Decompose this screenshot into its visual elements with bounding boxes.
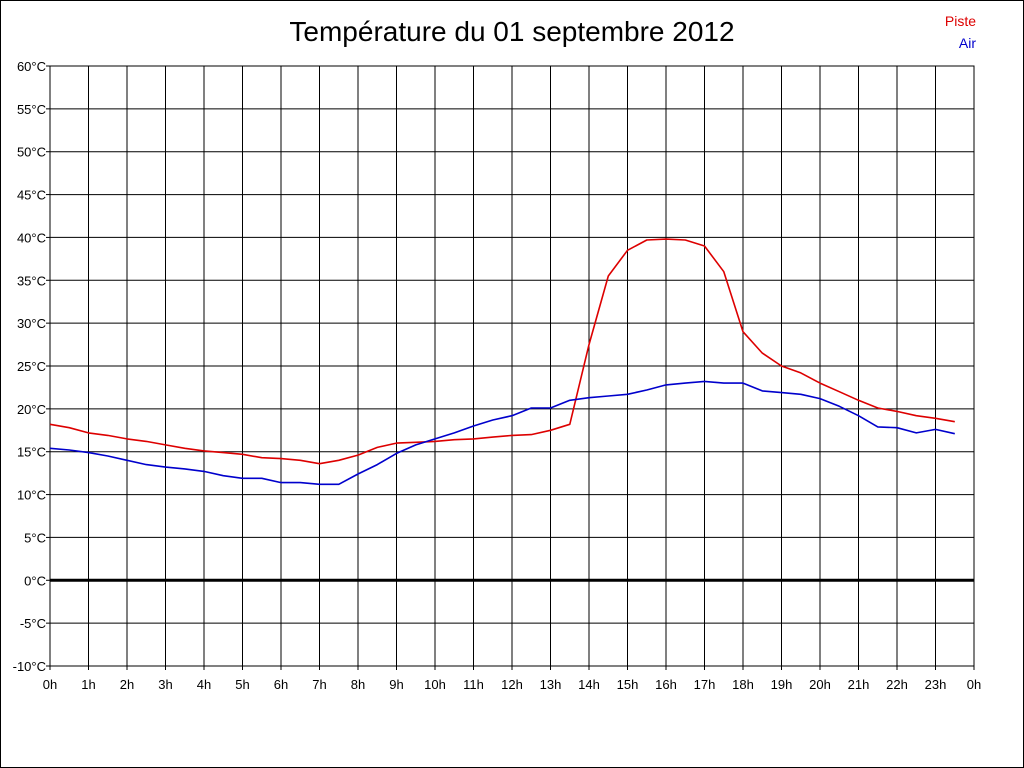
x-tick-label: 22h [886, 677, 908, 692]
x-tick-label: 0h [967, 677, 981, 692]
y-tick-label: 35°C [17, 273, 46, 288]
x-tick-label: 6h [274, 677, 288, 692]
y-axis-ticks: -10°C -5°C 0°C 5°C 10°C 15°C 20°C 25°C 30°C 35°C 4… [13, 59, 50, 674]
legend-piste: Piste [944, 13, 976, 29]
x-tick-label: 8h [351, 677, 365, 692]
x-tick-label: 19h [771, 677, 793, 692]
series-lines [49, 238, 955, 486]
series-line-air [49, 380, 955, 486]
y-tick-label: -10°C [13, 659, 46, 674]
x-tick-label: 16h [655, 677, 677, 692]
x-axis-ticks: 0h 1h 2h 3h 4h 5h 6h 7h 8h 9h 10h 11h 12h 13h 14h 15h 16… [43, 666, 981, 692]
grid-lines [49, 65, 975, 667]
x-tick-label: 20h [809, 677, 831, 692]
legend-air: Air [958, 35, 976, 51]
y-tick-label: -5°C [20, 616, 46, 631]
x-tick-label: 18h [732, 677, 754, 692]
y-tick-label: 5°C [24, 530, 46, 545]
y-tick-label: 55°C [17, 102, 46, 117]
x-tick-label: 11h [463, 677, 484, 692]
x-tick-label: 3h [158, 677, 172, 692]
x-tick-label: 9h [389, 677, 403, 692]
x-tick-label: 12h [501, 677, 523, 692]
x-tick-label: 2h [120, 677, 134, 692]
x-tick-label: 1h [81, 677, 95, 692]
chart-title: Température du 01 septembre 2012 [289, 16, 735, 47]
x-tick-label: 13h [540, 677, 562, 692]
series-line-piste [49, 238, 955, 465]
x-tick-label: 7h [312, 677, 326, 692]
x-tick-label: 17h [694, 677, 716, 692]
x-tick-label: 23h [925, 677, 947, 692]
x-tick-label: 0h [43, 677, 57, 692]
x-tick-label: 4h [197, 677, 211, 692]
y-tick-label: 20°C [17, 402, 46, 417]
y-tick-label: 15°C [17, 445, 46, 460]
x-tick-label: 15h [617, 677, 639, 692]
y-tick-label: 30°C [17, 316, 46, 331]
y-tick-label: 45°C [17, 188, 46, 203]
x-tick-label: 21h [848, 677, 870, 692]
y-tick-label: 0°C [24, 573, 46, 588]
plot-area [49, 65, 975, 667]
y-tick-label: 50°C [17, 145, 46, 160]
x-tick-label: 10h [424, 677, 446, 692]
x-tick-label: 5h [235, 677, 249, 692]
y-tick-label: 25°C [17, 359, 46, 374]
y-tick-label: 40°C [17, 230, 46, 245]
x-tick-label: 14h [578, 677, 600, 692]
y-tick-label: 10°C [17, 488, 46, 503]
y-tick-label: 60°C [17, 59, 46, 74]
